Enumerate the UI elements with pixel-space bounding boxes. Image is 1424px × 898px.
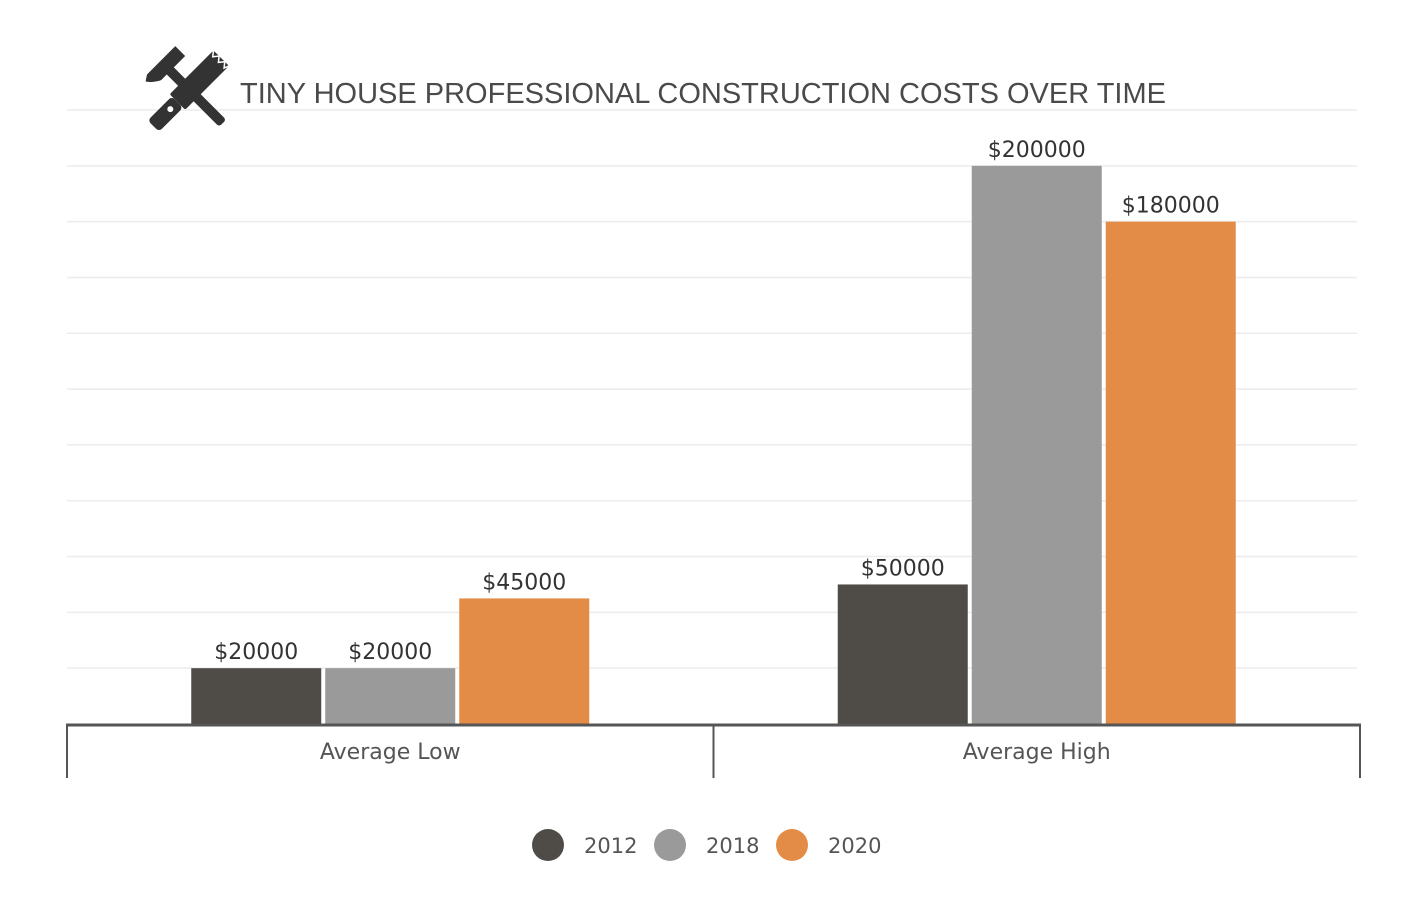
bar-2018-average-low: [325, 668, 456, 724]
legend: 2012 2018 2020: [532, 829, 881, 861]
value-label: $20000: [348, 640, 432, 665]
legend-swatch: [654, 829, 686, 861]
legend-item-2018: 2018: [654, 829, 759, 861]
legend-label: 2012: [584, 834, 637, 858]
bar-2020-average-high: [1105, 221, 1236, 725]
bar-2018-average-high: [971, 165, 1102, 724]
bars: [191, 165, 1236, 725]
legend-swatch: [532, 829, 564, 861]
value-label: $20000: [214, 640, 298, 665]
chart-title: TINY HOUSE PROFESSIONAL CONSTRUCTION COS…: [240, 78, 1166, 110]
legend-label: 2018: [706, 834, 759, 858]
category-label: Average High: [963, 740, 1111, 765]
value-label: $45000: [482, 570, 566, 595]
legend-item-2020: 2020: [776, 829, 881, 861]
value-label: $200000: [988, 138, 1086, 163]
gridlines: [67, 109, 1357, 669]
x-axis: Average Low Average High: [66, 723, 1361, 778]
legend-swatch: [776, 829, 808, 861]
legend-item-2012: 2012: [532, 829, 637, 861]
bar-2012-average-low: [191, 668, 322, 724]
value-label: $50000: [861, 556, 945, 581]
hammer-and-saw-icon: [145, 46, 230, 131]
value-label: $180000: [1122, 194, 1220, 219]
legend-label: 2020: [828, 834, 881, 858]
bar-2020-average-low: [459, 598, 590, 724]
value-labels: $20000 $20000 $45000 $50000 $200000 $180000: [214, 138, 1219, 665]
category-label: Average Low: [320, 740, 461, 765]
bar-2012-average-high: [837, 584, 968, 724]
